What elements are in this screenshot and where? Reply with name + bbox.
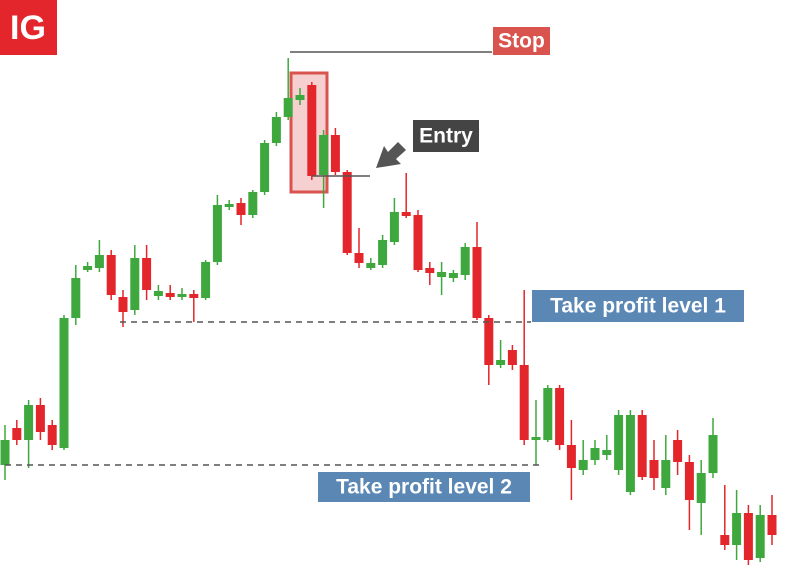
candle-body — [295, 95, 305, 100]
candle-body — [437, 272, 447, 277]
candle-body — [271, 117, 281, 143]
level-label: Entry — [419, 125, 473, 148]
candle-body — [106, 255, 116, 295]
candle-body — [673, 440, 683, 462]
candle-body — [201, 262, 211, 298]
candle-body — [24, 405, 34, 440]
candle-body — [755, 515, 765, 558]
level-label: Take profit level 1 — [550, 295, 726, 318]
candle-body — [743, 513, 753, 560]
level-label-box — [532, 290, 744, 322]
level-label-box — [413, 120, 479, 152]
candle-body — [732, 513, 742, 545]
level-label-box — [318, 472, 530, 502]
candle-body — [637, 415, 647, 477]
candle-body — [425, 268, 435, 273]
candle-body — [177, 294, 187, 297]
candle-body — [153, 291, 163, 296]
annotations: Stop Entry Take profit level 1 Take profit … — [5, 27, 744, 502]
candle-body — [35, 405, 45, 432]
candle-body — [531, 437, 541, 440]
candle-body — [378, 240, 388, 265]
candle-body — [696, 473, 706, 503]
candle-body — [366, 263, 376, 268]
candle-body — [472, 247, 482, 318]
candle-body — [224, 204, 234, 207]
candle-body — [307, 85, 317, 176]
candle-body — [708, 435, 718, 473]
candle-body — [130, 258, 140, 310]
candle-body — [507, 350, 517, 365]
logo: IG — [10, 9, 46, 47]
candle-body — [519, 365, 529, 440]
candle-body — [401, 212, 411, 216]
candle-body — [354, 253, 364, 263]
candle-body — [47, 425, 57, 445]
candle-body — [460, 247, 470, 275]
candle-body — [602, 450, 612, 455]
level-label: Take profit level 2 — [336, 476, 512, 499]
candle-body — [578, 460, 588, 470]
candle-body — [83, 266, 93, 270]
candle-body — [0, 440, 10, 465]
logo-box — [0, 0, 57, 55]
candle-body — [165, 293, 175, 297]
candle-body — [189, 294, 199, 298]
candle-body — [342, 172, 352, 253]
candle-body — [555, 388, 565, 445]
candle-body — [94, 255, 104, 268]
candle-body — [625, 415, 635, 492]
candle-body — [142, 258, 152, 290]
candle-body — [684, 462, 694, 500]
candle-body — [413, 215, 423, 270]
candle-body — [448, 273, 458, 278]
candle-body — [590, 448, 600, 460]
candle-body — [484, 318, 494, 365]
level-label: Stop — [498, 30, 545, 53]
candle-body — [260, 143, 270, 192]
candle-body — [720, 535, 730, 545]
candle-body — [566, 445, 576, 468]
candle-body — [614, 415, 624, 470]
candle-body — [59, 318, 69, 448]
candle-body — [661, 460, 671, 488]
candle-body — [283, 98, 293, 117]
candle-body — [319, 135, 329, 175]
candle-body — [330, 135, 340, 172]
candle-body — [543, 388, 553, 440]
candle-body — [118, 297, 128, 312]
candle-body — [767, 515, 777, 535]
candle-body — [71, 278, 81, 318]
candle-body — [389, 212, 399, 242]
candle-body — [649, 460, 659, 478]
level-label-box — [493, 27, 550, 55]
candle-body — [12, 428, 22, 440]
candle-body — [248, 192, 258, 215]
candle-body — [236, 203, 246, 215]
candle-body — [496, 360, 506, 365]
entry-arrow — [376, 142, 406, 168]
candles — [0, 58, 777, 565]
candle-body — [212, 205, 222, 262]
